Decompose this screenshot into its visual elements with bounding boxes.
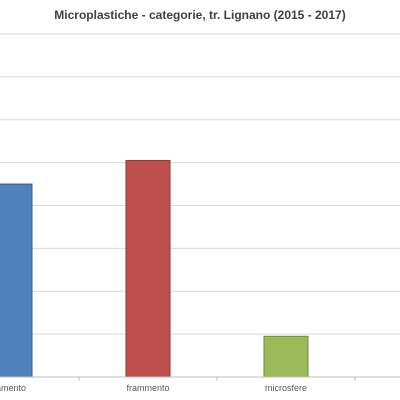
bar-filamento: [0, 183, 33, 378]
chart-title: Microplastiche - categorie, tr. Lignano …: [54, 8, 346, 22]
bars: [0, 159, 309, 378]
gridlines: [0, 33, 400, 335]
x-tick-label-filamento: lamento: [0, 383, 26, 393]
x-tick-label-microsfere: microsfere: [265, 383, 307, 393]
x-tick-label-frammento: frammento: [126, 383, 169, 393]
axes: [0, 376, 400, 381]
bar-microsfere: [263, 335, 309, 378]
category-labels: lamento frammento microsfere: [0, 383, 307, 393]
bar-frammento: [125, 159, 171, 378]
